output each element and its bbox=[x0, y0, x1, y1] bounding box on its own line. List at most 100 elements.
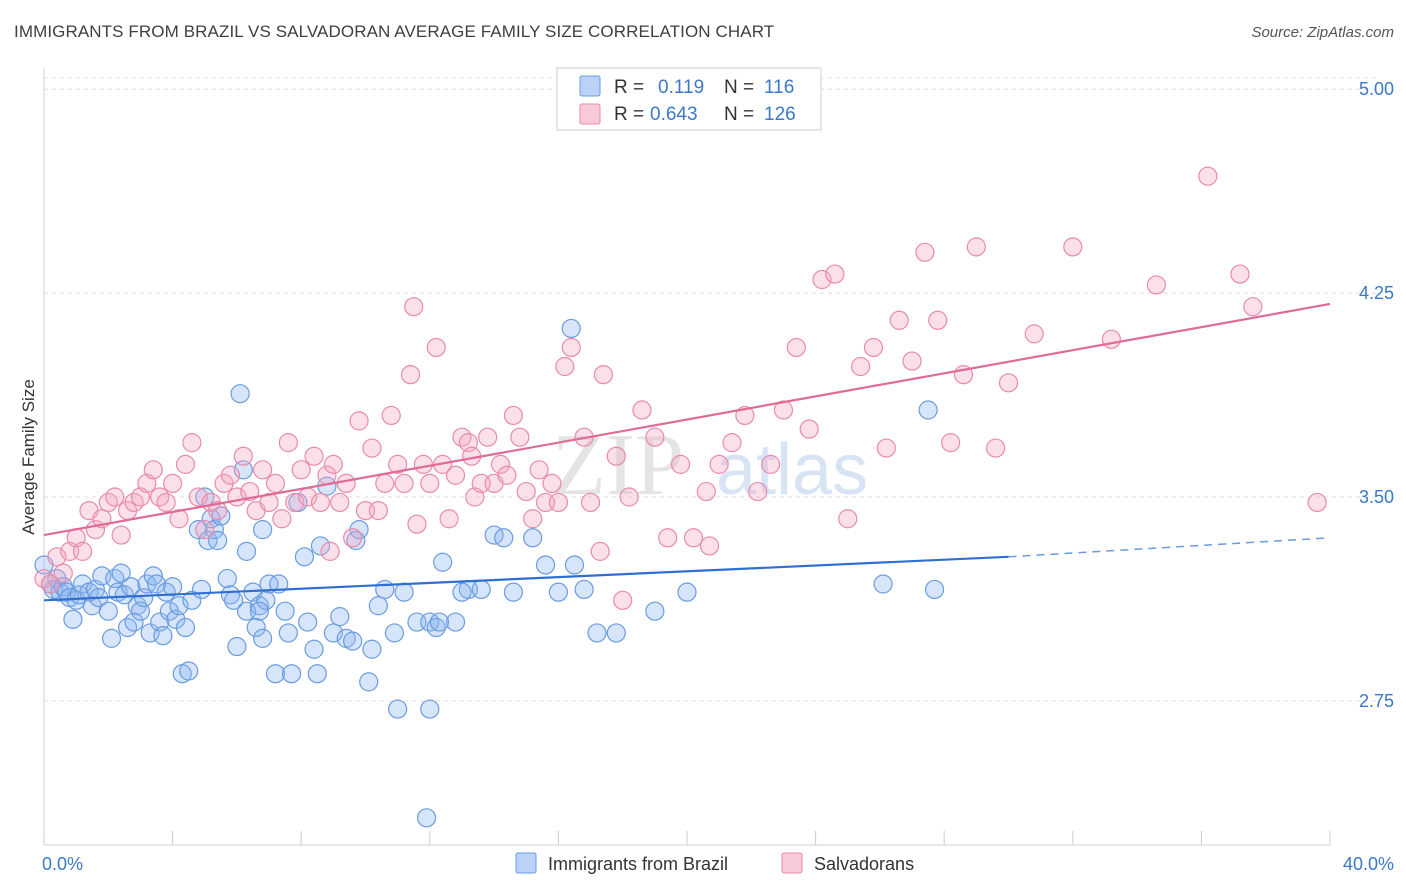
salvadoran-point-127 bbox=[320, 541, 340, 561]
salvadoran-point-1 bbox=[40, 574, 61, 594]
salvadoran-point-51 bbox=[362, 438, 382, 458]
x-tick-label-1: 40.0% bbox=[1343, 854, 1394, 874]
salvadoran-point-6 bbox=[72, 541, 93, 561]
salvadoran-point-99 bbox=[773, 400, 794, 420]
salvadoran-point-122 bbox=[1230, 264, 1250, 284]
brazil-point-43 bbox=[182, 590, 202, 610]
salvadoran-point-97 bbox=[748, 481, 768, 502]
brazil-point-109 bbox=[426, 617, 446, 638]
brazil-point-103 bbox=[587, 623, 607, 643]
salvadoran-point-46 bbox=[330, 492, 350, 513]
salvadoran-point-12 bbox=[111, 525, 131, 545]
brazil-point-55 bbox=[227, 636, 247, 657]
salvadoran-point-101 bbox=[799, 419, 819, 439]
legend-swatch-brazil bbox=[579, 75, 601, 97]
salvadoran-point-114 bbox=[966, 237, 986, 257]
salvadoran-point-130 bbox=[699, 536, 720, 556]
y-axis-title: Average Family Size bbox=[19, 379, 38, 535]
brazil-point-83 bbox=[359, 672, 379, 692]
brazil-point-21 bbox=[111, 563, 131, 583]
salvadoran-point-47 bbox=[336, 473, 356, 494]
brazil-point-100 bbox=[548, 582, 569, 602]
salvadoran-point-73 bbox=[503, 405, 523, 426]
brazil-point-69 bbox=[281, 664, 302, 684]
salvadoran-point-17 bbox=[143, 460, 163, 480]
brazil-point-17 bbox=[98, 601, 118, 621]
salvadoran-point-43 bbox=[310, 492, 331, 513]
brazil-point-91 bbox=[433, 552, 453, 572]
salvadoran-point-123 bbox=[1243, 297, 1263, 317]
brazil-point-52 bbox=[217, 568, 237, 589]
salvadoran-point-112 bbox=[941, 433, 961, 453]
salvadoran-point-124 bbox=[1307, 492, 1327, 513]
bottom-legend-label-salvadoran: Salvadorans bbox=[814, 854, 914, 874]
brazil-point-99 bbox=[535, 555, 556, 575]
brazil-point-37 bbox=[163, 577, 183, 597]
salvadoran-point-19 bbox=[156, 492, 176, 513]
top-legend: R = 0.119 N = 116 R = 0.643 N = 126 bbox=[556, 67, 822, 131]
salvadoran-point-61 bbox=[426, 337, 446, 358]
brazil-point-78 bbox=[330, 607, 350, 627]
salvadoran-point-111 bbox=[928, 310, 948, 330]
brazil-point-92 bbox=[445, 612, 466, 632]
brazil-point-118 bbox=[236, 541, 257, 561]
brazil-point-85 bbox=[368, 596, 388, 616]
salvadoran-point-3 bbox=[53, 563, 73, 583]
salvadoran-point-94 bbox=[709, 454, 729, 474]
salvadoran-point-89 bbox=[645, 427, 665, 447]
legend-n-value-salvadoran: 126 bbox=[764, 104, 796, 125]
brazil-point-32 bbox=[146, 574, 167, 594]
brazil-point-53 bbox=[220, 585, 241, 605]
brazil-point-44 bbox=[188, 520, 208, 540]
salvadoran-point-37 bbox=[272, 509, 292, 529]
brazil-point-113 bbox=[873, 574, 893, 594]
brazil-point-101 bbox=[561, 318, 581, 339]
salvadoran-point-86 bbox=[606, 446, 626, 466]
salvadoran-point-79 bbox=[542, 473, 562, 494]
salvadoran-point-108 bbox=[889, 310, 909, 330]
salvadoran-point-98 bbox=[760, 454, 781, 474]
salvadoran-point-42 bbox=[304, 446, 324, 466]
x-tick-labels: 0.0% 40.0% bbox=[42, 854, 1394, 874]
brazil-point-88 bbox=[394, 582, 414, 602]
salvadoran-point-45 bbox=[323, 454, 343, 474]
brazil-point-96 bbox=[494, 528, 514, 548]
brazil-point-106 bbox=[677, 582, 697, 602]
brazil-point-117 bbox=[249, 601, 270, 621]
salvadoran-point-36 bbox=[265, 473, 286, 494]
brazil-point-115 bbox=[924, 579, 945, 600]
legend-r-value-salvadoran: 0.643 bbox=[650, 104, 698, 125]
salvadoran-point-120 bbox=[1146, 275, 1166, 295]
salvadoran-point-48 bbox=[343, 528, 363, 548]
salvadoran-point-116 bbox=[998, 373, 1019, 393]
salvadoran-point-52 bbox=[368, 500, 388, 521]
bottom-legend-swatch-salvadoran bbox=[781, 852, 803, 874]
legend-r-value-brazil: 0.119 bbox=[658, 77, 704, 98]
brazil-point-45 bbox=[191, 579, 212, 600]
salvadoran-point-56 bbox=[394, 473, 414, 494]
y-tick-label-3: 5.00 bbox=[1359, 79, 1394, 99]
salvadoran-point-64 bbox=[445, 465, 466, 485]
brazil-point-110 bbox=[429, 612, 450, 632]
y-tick-label-0: 2.75 bbox=[1359, 691, 1394, 711]
salvadoran-point-81 bbox=[555, 356, 575, 377]
brazil-trend-extension bbox=[1008, 537, 1331, 558]
salvadoran-point-80 bbox=[548, 492, 569, 513]
salvadoran-point-129 bbox=[613, 590, 633, 610]
brazil-point-4 bbox=[50, 582, 70, 602]
salvadoran-point-82 bbox=[561, 337, 581, 358]
salvadoran-point-125 bbox=[404, 297, 424, 317]
salvadoran-point-69 bbox=[478, 427, 498, 447]
bottom-legend-swatch-brazil bbox=[515, 852, 537, 874]
salvadoran-point-29 bbox=[220, 465, 241, 485]
brazil-point-72 bbox=[298, 612, 318, 632]
salvadoran-point-59 bbox=[413, 454, 433, 474]
salvadoran-point-31 bbox=[233, 446, 253, 466]
brazil-point-94 bbox=[471, 579, 491, 600]
brazil-point-42 bbox=[179, 661, 199, 681]
salvadoran-point-119 bbox=[1101, 329, 1121, 349]
brazil-point-116 bbox=[564, 555, 585, 575]
salvadoran-point-95 bbox=[722, 433, 742, 453]
brazil-point-114 bbox=[918, 400, 938, 420]
